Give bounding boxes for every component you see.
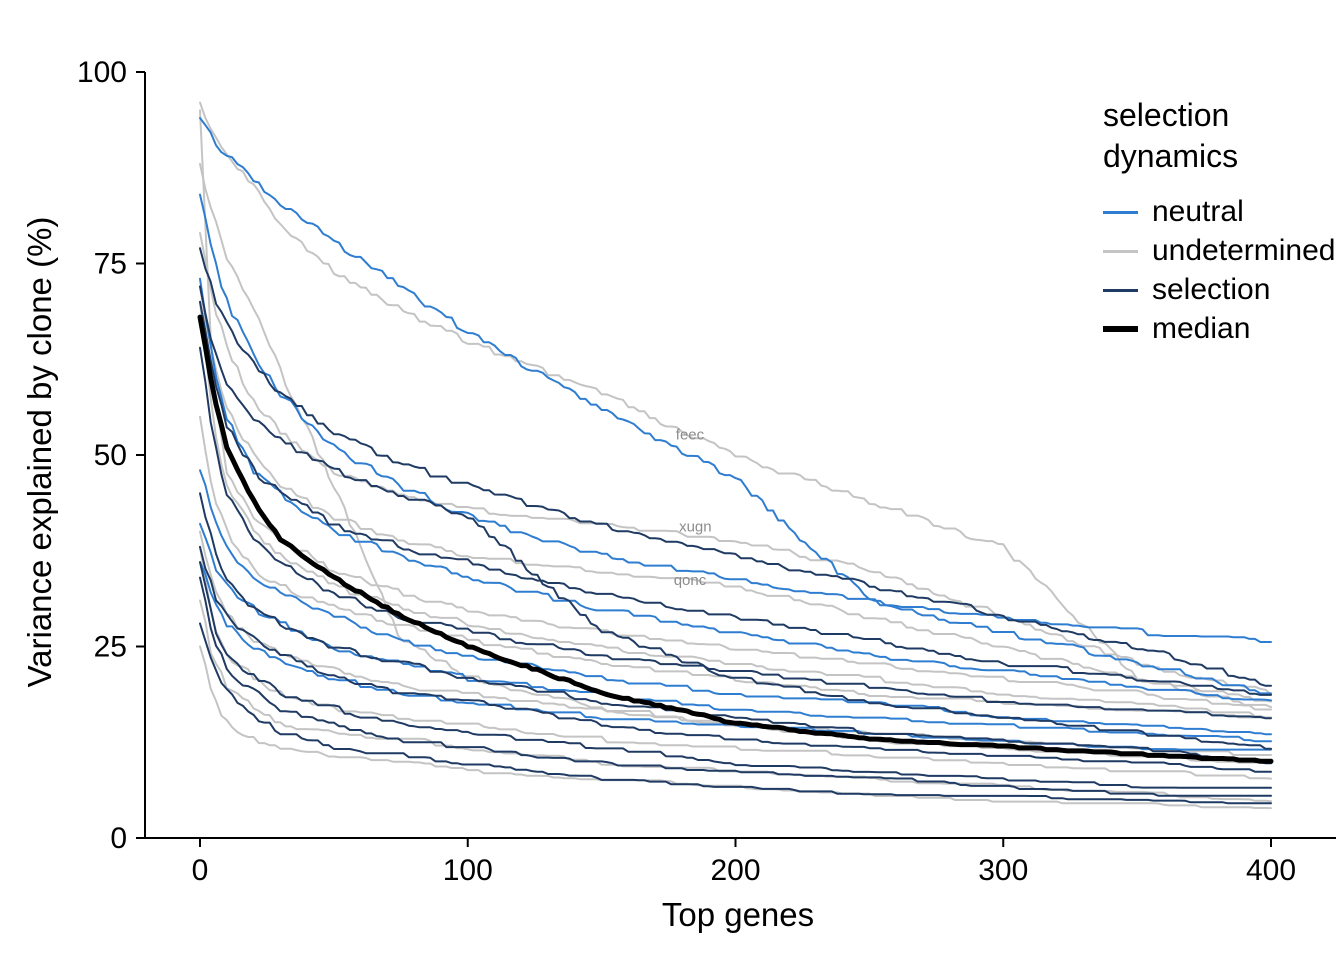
legend-item-undetermined: undetermined (1103, 232, 1344, 271)
y-tick-label: 100 (77, 56, 127, 89)
series-line-neutral (199, 117, 1272, 643)
series-line-median (197, 314, 1274, 764)
series-line-undetermined (199, 415, 1272, 719)
series-line-undetermined (199, 645, 1272, 810)
y-axis-title: Variance explained by clone (%) (21, 216, 58, 688)
legend-item-median: median (1103, 310, 1344, 349)
annotation-feec: feec (676, 427, 705, 444)
series-line-undetermined (199, 545, 1272, 780)
x-axis-title: Top genes (661, 896, 815, 933)
y-tick-label: 0 (110, 822, 127, 855)
legend-items: neutral undetermined selection median (1103, 193, 1344, 349)
legend-title: selection dynamics (1103, 97, 1239, 174)
series-line-selection (199, 247, 1272, 687)
series-line-selection (199, 300, 1272, 696)
x-tick-label: 200 (710, 854, 760, 887)
x-tick-label: 400 (1246, 854, 1296, 887)
legend: selection dynamics neutral undetermined se… (1103, 95, 1344, 349)
legend-swatch-neutral (1103, 210, 1138, 214)
series-line-neutral (199, 277, 1272, 702)
series-line-neutral (199, 469, 1272, 736)
annotation-xugn: xugn (679, 519, 712, 536)
legend-label-median: median (1152, 312, 1251, 346)
legend-label-undetermined: undetermined (1152, 234, 1336, 268)
series-line-neutral (199, 193, 1272, 695)
legend-swatch-undetermined (1103, 249, 1138, 253)
series-line-selection (199, 492, 1272, 765)
series-line-selection (199, 576, 1272, 797)
legend-label-neutral: neutral (1152, 195, 1244, 229)
series-line-undetermined (199, 101, 1272, 703)
legend-swatch-selection (1103, 288, 1138, 292)
series-line-selection (199, 285, 1272, 750)
series-line-selection (199, 622, 1272, 805)
x-tick-label: 300 (978, 854, 1028, 887)
y-tick-label: 50 (94, 439, 127, 472)
legend-item-neutral: neutral (1103, 193, 1344, 232)
legend-item-selection: selection (1103, 271, 1344, 310)
series-line-undetermined (199, 285, 1272, 709)
legend-label-selection: selection (1152, 273, 1271, 307)
series-line-undetermined (199, 300, 1272, 719)
x-tick-label: 0 (192, 854, 209, 887)
annotation-qonc: qonc (674, 572, 707, 589)
y-tick-label: 25 (94, 631, 127, 664)
series-line-selection (199, 561, 1272, 789)
series-line-selection (199, 545, 1272, 773)
y-tick-label: 75 (94, 248, 127, 281)
legend-swatch-median (1103, 326, 1138, 333)
x-tick-label: 100 (443, 854, 493, 887)
series-line-selection (199, 346, 1272, 720)
